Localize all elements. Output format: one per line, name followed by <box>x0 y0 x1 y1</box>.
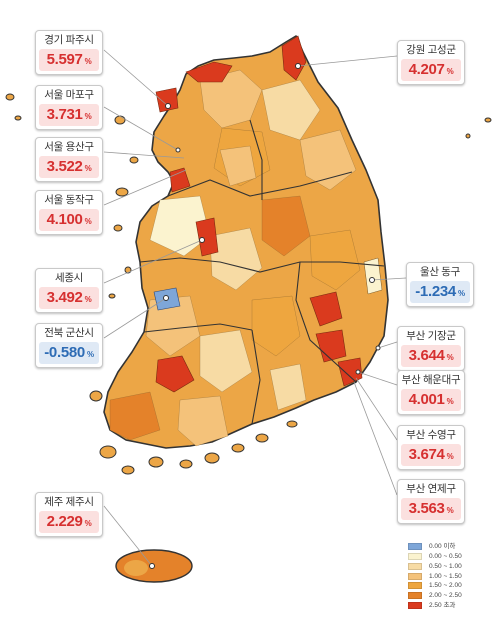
location-dots <box>149 63 381 569</box>
legend-row: 1.50 ~ 2.00 <box>408 581 494 591</box>
legend-label: 1.00 ~ 1.50 <box>429 572 462 580</box>
region-name: 서울 용산구 <box>44 141 94 153</box>
region-name: 서울 동작구 <box>44 194 94 206</box>
region-name: 경기 파주시 <box>44 34 94 46</box>
region-name: 서울 마포구 <box>44 89 94 101</box>
region-value: 4.207% <box>401 59 461 81</box>
legend-swatch <box>408 602 422 610</box>
region-value: -1.234% <box>410 281 470 303</box>
region-value: 4.001% <box>401 389 461 411</box>
region-value: 3.644% <box>401 345 461 367</box>
islands <box>5 93 492 475</box>
legend-row: 0.00 ~ 0.50 <box>408 552 494 562</box>
legend-swatch <box>408 553 422 561</box>
legend-label: 0.00 ~ 0.50 <box>429 553 462 561</box>
jeju-west <box>124 560 148 576</box>
region-value: 3.563% <box>401 498 461 520</box>
label-seoul-mapo: 서울 마포구 3.731% <box>35 85 103 130</box>
legend-label: 0.00 이하 <box>429 543 456 551</box>
legend-swatch <box>408 572 422 580</box>
legend-label: 0.50 ~ 1.00 <box>429 562 462 570</box>
region-name: 부산 기장군 <box>406 330 456 342</box>
region-value: 3.674% <box>401 444 461 466</box>
region-patches <box>109 69 361 447</box>
region-name: 전북 군산시 <box>44 327 94 339</box>
legend-row: 0.50 ~ 1.00 <box>408 562 494 572</box>
label-jeonbuk-gunsan: 전북 군산시 -0.580% <box>35 323 103 368</box>
region-name: 세종시 <box>54 272 84 284</box>
region-name: 강원 고성군 <box>406 44 456 56</box>
region-value: 2.229% <box>39 511 99 533</box>
region-name: 제주 제주시 <box>44 496 94 508</box>
high-regions <box>155 35 363 393</box>
region-value: 5.597% <box>39 49 99 71</box>
province-boundaries <box>139 119 385 425</box>
legend-label: 1.50 ~ 2.00 <box>429 582 462 590</box>
region-value: 3.731% <box>39 104 99 126</box>
label-jeju-jeju: 제주 제주시 2.229% <box>35 492 103 537</box>
map-legend: 0.00 이하 0.00 ~ 0.50 0.50 ~ 1.00 1.00 ~ 1… <box>408 542 494 611</box>
label-ulsan-dong: 울산 동구 -1.234% <box>406 262 474 307</box>
region-name: 울산 동구 <box>419 266 461 278</box>
legend-row: 1.00 ~ 1.50 <box>408 571 494 581</box>
label-seoul-yongsan: 서울 용산구 3.522% <box>35 137 103 182</box>
label-gyeonggi-paju: 경기 파주시 5.597% <box>35 30 103 75</box>
legend-swatch <box>408 562 422 570</box>
label-busan-gijang: 부산 기장군 3.644% <box>397 326 465 371</box>
region-value: 4.100% <box>39 209 99 231</box>
label-gangwon-goseong: 강원 고성군 4.207% <box>397 40 465 85</box>
legend-label: 2.50 초과 <box>429 602 456 610</box>
region-value: 3.492% <box>39 287 99 309</box>
legend-swatch <box>408 543 422 551</box>
region-name: 부산 해운대구 <box>401 374 461 386</box>
legend-row: 0.00 이하 <box>408 542 494 552</box>
label-sejong: 세종시 3.492% <box>35 268 103 313</box>
legend-row: 2.00 ~ 2.50 <box>408 591 494 601</box>
legend-swatch <box>408 582 422 590</box>
region-name: 부산 연제구 <box>406 483 456 495</box>
legend-label: 2.00 ~ 2.50 <box>429 592 462 600</box>
label-busan-haeundae: 부산 해운대구 4.001% <box>397 370 465 415</box>
region-name: 부산 수영구 <box>406 429 456 441</box>
ulsan-region <box>363 257 383 295</box>
leader-lines <box>103 49 407 567</box>
label-busan-suyeong: 부산 수영구 3.674% <box>397 425 465 470</box>
legend-swatch <box>408 592 422 600</box>
label-busan-yeonje: 부산 연제구 3.563% <box>397 479 465 524</box>
legend-row: 2.50 초과 <box>408 601 494 611</box>
label-seoul-dongjak: 서울 동작구 4.100% <box>35 190 103 235</box>
region-value: 3.522% <box>39 156 99 178</box>
region-value: -0.580% <box>39 342 99 364</box>
